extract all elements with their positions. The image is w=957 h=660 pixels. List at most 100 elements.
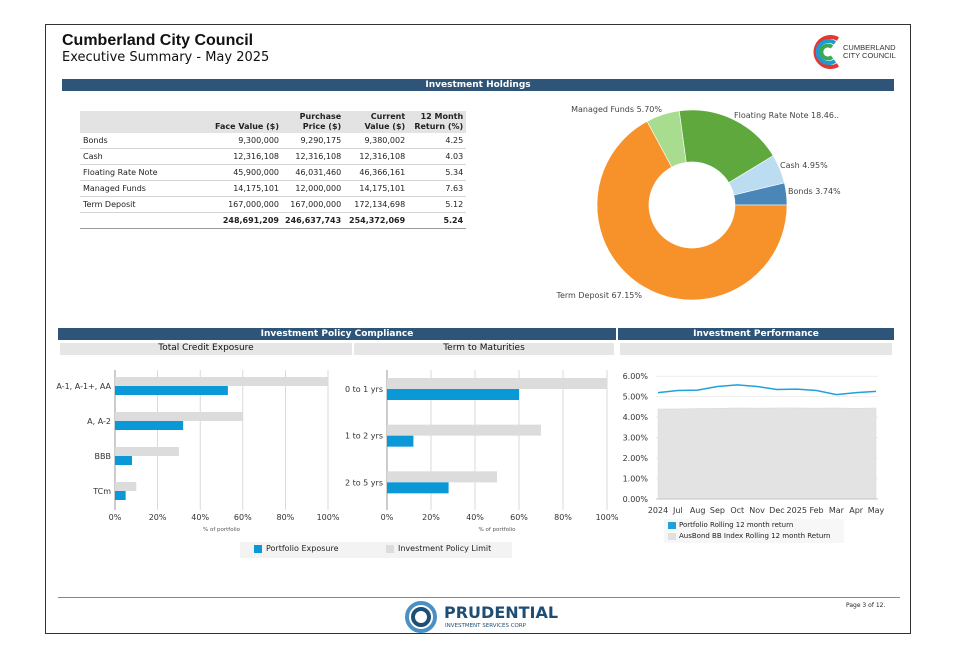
category-label: 0 to 1 yrs — [345, 385, 383, 394]
limit-bar — [387, 424, 541, 436]
x-tick-label: Nov — [749, 506, 765, 515]
holding-value: 14,175,101 — [344, 180, 409, 197]
col-return: 12 Month Return (%) — [408, 111, 467, 133]
limit-bar — [115, 482, 137, 491]
prudential-logo-icon: PRUDENTIAL INVESTMENT SERVICES CORP — [405, 601, 558, 633]
y-tick-label: 0.00% — [623, 495, 649, 504]
credit-exposure-chart: 0% 20% 40% 60% 80% 100% % of portfolio A-1, A-1… — [56, 370, 340, 533]
exposure-bar — [387, 389, 519, 400]
holdings-header: Investment Holdings — [62, 79, 894, 91]
x-tick-label: 60% — [510, 513, 528, 522]
x-tick-label: 2024 — [648, 506, 668, 515]
x-tick-label: Aug — [690, 506, 706, 515]
donut-slice — [596, 120, 788, 301]
cumberland-logo-text: CUMBERLAND CITY COUNCIL — [843, 44, 896, 60]
page-number: Page 3 of 12. — [846, 602, 886, 609]
holdings-header-row: Face Value ($) Purchase Price ($) Current… — [80, 111, 467, 133]
col-label — [80, 111, 204, 133]
holding-label: Floating Rate Note — [80, 164, 204, 181]
y-tick-label: 3.00% — [623, 434, 649, 443]
x-tick-label: 2025 — [787, 506, 807, 515]
benchmark-area — [657, 407, 877, 500]
compliance-header: Investment Policy Compliance — [58, 328, 616, 340]
y-tick-label: 5.00% — [623, 393, 649, 402]
report-subtitle: Executive Summary - May 2025 — [62, 50, 270, 65]
report-title: Cumberland City Council — [62, 32, 254, 49]
holding-value: 172,134,698 — [344, 196, 409, 213]
y-tick-label: 2.00% — [623, 454, 649, 463]
donut-label: Term Deposit 67.15% — [555, 291, 642, 300]
holding-value: 4.25 — [408, 133, 467, 149]
x-tick-label: 20% — [422, 513, 440, 522]
category-label: 2 to 5 yrs — [345, 478, 383, 487]
donut-label: Bonds 3.74% — [788, 187, 841, 196]
exposure-bar — [115, 421, 184, 430]
footer-divider — [58, 597, 900, 598]
holding-value: 4.03 — [408, 148, 467, 165]
legend-limit-label: Investment Policy Limit — [398, 544, 492, 553]
x-tick-label: Mar — [829, 506, 845, 515]
x-tick-label: 100% — [317, 513, 340, 522]
holding-value: 45,900,000 — [204, 164, 282, 181]
holdings-table: Face Value ($) Purchase Price ($) Current… — [80, 111, 467, 229]
perf-legend-label-2: AusBond BB Index Rolling 12 month Return — [679, 532, 831, 540]
compliance-legend: Portfolio Exposure Investment Policy Lim… — [240, 542, 512, 558]
donut-label: Managed Funds 5.70% — [571, 105, 662, 114]
term-maturities-title: Term to Maturities — [354, 343, 614, 355]
holdings-donut-chart: Bonds 3.74% Cash 4.95% Floating Rate Note … — [555, 105, 841, 301]
x-tick-label: 0% — [109, 513, 122, 522]
holdings-row: Cash 12,316,108 12,316,108 12,316,108 4.03 — [80, 148, 467, 165]
y-tick-label: 1.00% — [623, 475, 649, 484]
exposure-bar — [387, 482, 449, 494]
holding-value: 167,000,000 — [282, 196, 345, 213]
prudential-brand-sub: INVESTMENT SERVICES CORP — [445, 623, 527, 629]
page-frame — [45, 24, 911, 634]
holding-value: 12,000,000 — [282, 180, 345, 197]
performance-header: Investment Performance — [618, 328, 894, 340]
x-tick-label: Feb — [809, 506, 823, 515]
col-face-value: Face Value ($) — [204, 111, 282, 133]
x-tick-label: 40% — [466, 513, 484, 522]
logo-line-1: CUMBERLAND — [843, 43, 896, 52]
donut-label: Cash 4.95% — [780, 161, 828, 170]
credit-exposure-title: Total Credit Exposure — [60, 343, 352, 355]
holding-total-value — [80, 212, 204, 229]
y-tick-label: 6.00% — [623, 372, 649, 381]
x-tick-label: May — [868, 506, 885, 515]
perf-legend-swatch-1 — [668, 522, 676, 529]
holding-total-value: 5.24 — [408, 212, 467, 229]
holding-value: 12,316,108 — [282, 148, 345, 165]
holding-value: 7.63 — [408, 180, 467, 197]
exposure-bar — [115, 386, 228, 395]
x-tick-label: 80% — [554, 513, 572, 522]
perf-legend-label-1: Portfolio Rolling 12 month return — [679, 521, 794, 529]
holding-label: Term Deposit — [80, 196, 204, 213]
holdings-row: Bonds 9,300,000 9,290,175 9,380,002 4.25 — [80, 133, 467, 149]
category-label: BBB — [95, 452, 111, 461]
category-label: TCm — [92, 487, 111, 496]
col-current-value: Current Value ($) — [344, 111, 409, 133]
holding-total-value: 254,372,069 — [344, 212, 409, 229]
limit-bar — [115, 447, 179, 456]
holding-value: 5.12 — [408, 196, 467, 213]
holding-value: 12,316,108 — [204, 148, 282, 165]
exposure-bar — [115, 456, 133, 465]
x-tick-label: 40% — [191, 513, 209, 522]
legend-portfolio-swatch — [254, 545, 262, 553]
holding-value: 9,300,000 — [204, 133, 282, 149]
limit-bar — [387, 378, 607, 389]
holding-label: Bonds — [80, 133, 204, 149]
y-tick-label: 4.00% — [623, 413, 649, 422]
x-tick-label: Dec — [769, 506, 784, 515]
limit-bar — [115, 412, 243, 421]
holdings-total-row: 248,691,209 246,637,743 254,372,069 5.24 — [80, 212, 467, 229]
holdings-row: Term Deposit 167,000,000 167,000,000 172,13… — [80, 196, 467, 213]
term-maturities-chart: 0% 20% 40% 60% 80% 100% % of portfolio 0 to 1 y… — [345, 370, 619, 533]
holding-value: 9,290,175 — [282, 133, 345, 149]
holding-value: 14,175,101 — [204, 180, 282, 197]
holding-total-value: 246,637,743 — [282, 212, 345, 229]
cumberland-logo-icon — [813, 35, 839, 69]
x-axis-label: % of portfolio — [478, 527, 516, 533]
x-tick-label: 80% — [277, 513, 295, 522]
holding-label: Managed Funds — [80, 180, 204, 197]
